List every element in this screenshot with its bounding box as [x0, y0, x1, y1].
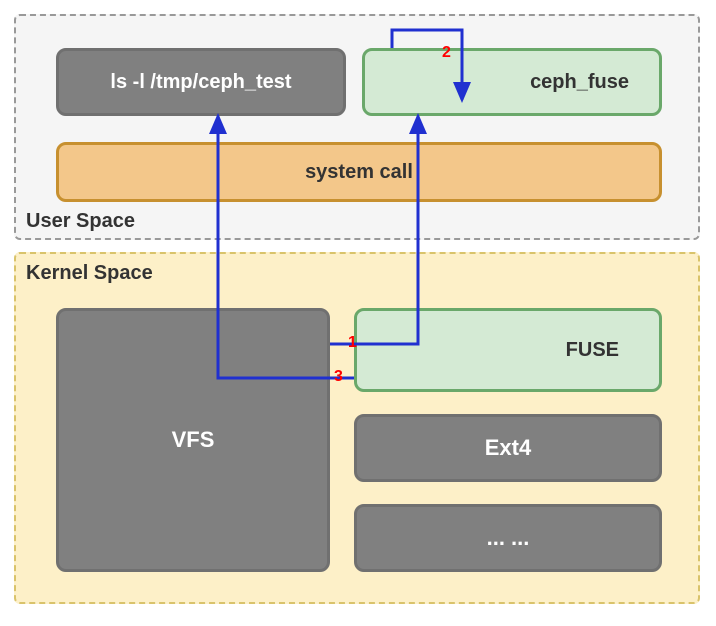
ext4-label: Ext4 [485, 435, 531, 461]
vfs-label: VFS [172, 427, 215, 453]
kernel-space-label: Kernel Space [26, 262, 153, 285]
ext4-box: Ext4 [354, 414, 662, 482]
ceph-fuse-box: ceph_fuse [362, 48, 662, 116]
edge-label-2: 2 [442, 44, 451, 62]
system-call-label: system call [305, 161, 413, 184]
user-space-label: User Space [26, 210, 135, 233]
fuse-box: FUSE [354, 308, 662, 392]
fuse-label: FUSE [566, 339, 619, 362]
ls-command-box: ls -l /tmp/ceph_test [56, 48, 346, 116]
edge-label-3: 3 [334, 368, 343, 386]
ceph-fuse-label: ceph_fuse [530, 71, 629, 94]
system-call-box: system call [56, 142, 662, 202]
edge-label-1: 1 [348, 334, 357, 352]
more-filesystems-label: ... ... [487, 525, 530, 551]
ls-command-label: ls -l /tmp/ceph_test [110, 71, 291, 94]
more-filesystems-box: ... ... [354, 504, 662, 572]
vfs-box: VFS [56, 308, 330, 572]
